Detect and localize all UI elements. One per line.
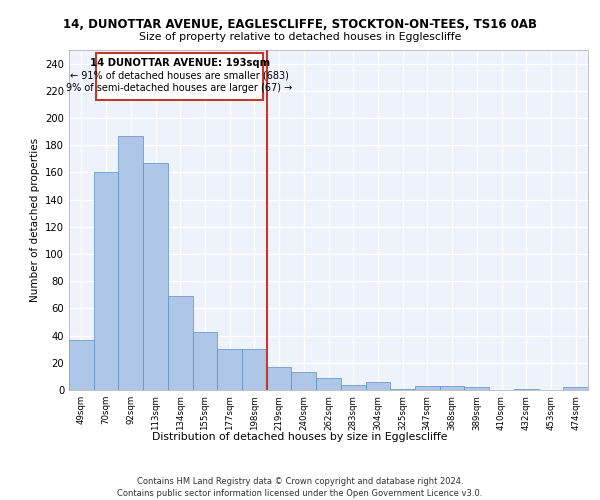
Bar bbox=[341, 384, 365, 390]
Bar bbox=[316, 378, 341, 390]
Bar bbox=[143, 163, 168, 390]
Bar bbox=[292, 372, 316, 390]
Bar bbox=[365, 382, 390, 390]
Bar bbox=[267, 367, 292, 390]
Text: 14, DUNOTTAR AVENUE, EAGLESCLIFFE, STOCKTON-ON-TEES, TS16 0AB: 14, DUNOTTAR AVENUE, EAGLESCLIFFE, STOCK… bbox=[63, 18, 537, 30]
Bar bbox=[440, 386, 464, 390]
Y-axis label: Number of detached properties: Number of detached properties bbox=[29, 138, 40, 302]
Text: Distribution of detached houses by size in Egglescliffe: Distribution of detached houses by size … bbox=[152, 432, 448, 442]
Text: 9% of semi-detached houses are larger (67) →: 9% of semi-detached houses are larger (6… bbox=[67, 82, 293, 92]
FancyBboxPatch shape bbox=[96, 52, 263, 100]
Bar bbox=[193, 332, 217, 390]
Text: Size of property relative to detached houses in Egglescliffe: Size of property relative to detached ho… bbox=[139, 32, 461, 42]
Bar bbox=[514, 388, 539, 390]
Bar bbox=[390, 388, 415, 390]
Bar bbox=[69, 340, 94, 390]
Bar bbox=[94, 172, 118, 390]
Bar bbox=[563, 388, 588, 390]
Bar bbox=[415, 386, 440, 390]
Bar bbox=[464, 388, 489, 390]
Bar bbox=[217, 349, 242, 390]
Bar bbox=[168, 296, 193, 390]
Bar bbox=[118, 136, 143, 390]
Text: 14 DUNOTTAR AVENUE: 193sqm: 14 DUNOTTAR AVENUE: 193sqm bbox=[89, 58, 269, 68]
Bar bbox=[242, 349, 267, 390]
Text: Contains HM Land Registry data © Crown copyright and database right 2024.
Contai: Contains HM Land Registry data © Crown c… bbox=[118, 476, 482, 498]
Text: ← 91% of detached houses are smaller (683): ← 91% of detached houses are smaller (68… bbox=[70, 70, 289, 81]
